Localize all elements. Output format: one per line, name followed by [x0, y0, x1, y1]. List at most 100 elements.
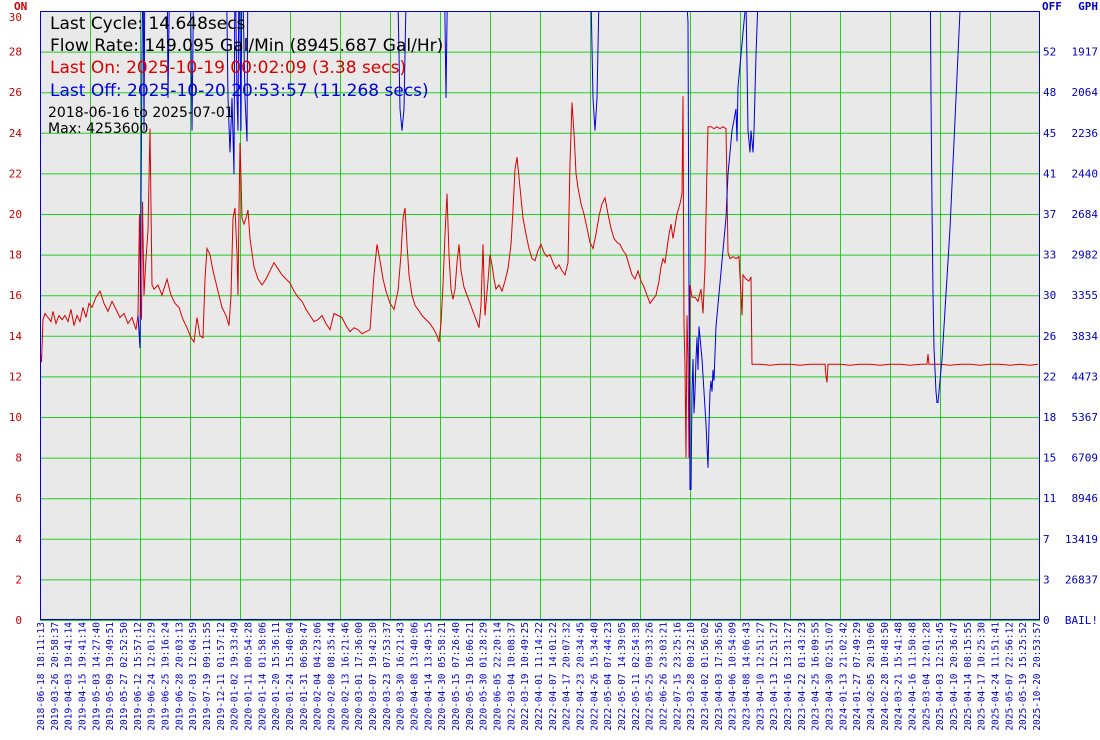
left-axis-header: ON: [14, 0, 27, 13]
x-tick-label: 2020-01-31 06:50:47: [299, 622, 310, 731]
x-tick-label: 2019-05-03 14:27:40: [91, 622, 102, 731]
date-range-text: 2018-06-16 to 2025-07-01: [48, 105, 234, 121]
left-tick-label: 28: [9, 46, 22, 59]
left-tick-label: 22: [9, 167, 22, 180]
x-tick-label: 2019-05-27 02:52:50: [119, 622, 130, 731]
x-tick-label: 2022-05-11 02:54:38: [631, 622, 642, 731]
x-tick-label: 2022-04-23 20:34:45: [576, 622, 587, 731]
x-tick-label: 2020-05-30 01:28:29: [479, 622, 490, 731]
x-tick-label: 2022-07-15 23:25:16: [672, 622, 683, 731]
x-tick-label: 2023-04-16 13:31:27: [783, 622, 794, 731]
right-axis-off: OFF GPH 037111518222630333741454852BAIL!…: [1042, 0, 1098, 627]
x-tick-label: 2020-03-01 17:36:00: [354, 622, 365, 731]
x-tick-label: 2025-05-19 15:25:52: [1018, 622, 1029, 731]
off-tick-label: 37: [1043, 208, 1056, 221]
series-layer: [40, 11, 1039, 490]
x-tick-label: 2025-04-14 08:15:55: [963, 622, 974, 731]
last-on-text: Last On: 2025-10-19 00:02:09 (3.38 secs): [50, 58, 406, 78]
x-tick-label: 2022-05-04 07:44:23: [603, 622, 614, 731]
gph-tick-label: 2684: [1072, 208, 1099, 221]
left-tick-label: 4: [15, 533, 22, 546]
off-tick-label: 11: [1043, 492, 1056, 505]
gph-tick-label: 8946: [1072, 492, 1099, 505]
x-tick-label: 2025-04-17 10:25:30: [977, 622, 988, 731]
right-axis-gph-header: GPH: [1078, 0, 1098, 13]
x-tick-label: 2020-03-30 16:21:43: [396, 622, 407, 731]
x-tick-label: 2019-06-12 15:57:12: [133, 622, 144, 731]
off-tick-label: 33: [1043, 249, 1056, 262]
last-cycle-text: Last Cycle: 14.648secs: [50, 14, 246, 34]
gph-tick-label: 1917: [1072, 46, 1099, 59]
off-tick-label: 3: [1043, 573, 1050, 586]
plot-border: [40, 11, 1040, 620]
x-tick-label: 2024-01-13 21:02:42: [838, 622, 849, 731]
x-tick-label: 2019-06-25 19:16:24: [161, 622, 172, 731]
x-tick-label: 2020-01-02 19:33:49: [230, 622, 241, 731]
gph-tick-label: 2064: [1072, 86, 1099, 99]
gph-tick-label: 4473: [1072, 370, 1099, 383]
x-tick-label: 2020-01-14 01:58:06: [257, 622, 268, 731]
x-tick-label: 2024-03-21 15:41:48: [894, 622, 905, 731]
off-tick-label: 18: [1043, 411, 1056, 424]
x-tick-label: 2023-04-10 12:51:27: [755, 622, 766, 731]
left-tick-label: 24: [9, 127, 23, 140]
x-tick-label: 2020-04-30 05:58:21: [437, 622, 448, 731]
left-tick-label: 12: [9, 370, 22, 383]
left-tick-label: 6: [15, 492, 22, 505]
x-tick-label: 2024-04-16 11:50:48: [908, 622, 919, 731]
x-tick-label: 2023-04-03 17:36:56: [714, 622, 725, 731]
x-tick-label: 2022-04-07 14:01:22: [548, 622, 559, 731]
x-tick-label: 2025-04-24 11:51:41: [991, 622, 1002, 731]
off-tick-label: 52: [1043, 46, 1056, 59]
x-tick-label: 2020-03-23 07:53:37: [382, 622, 393, 731]
x-tick-label: 2020-03-07 19:42:30: [368, 622, 379, 731]
x-tick-label: 2020-04-08 13:40:06: [410, 622, 421, 731]
info-block: Last Cycle: 14.648secs Flow Rate: 149.09…: [48, 14, 443, 137]
gph-tick-label: 13419: [1065, 533, 1098, 546]
off-tick-label: 48: [1043, 86, 1056, 99]
x-tick-label: 2024-02-05 20:19:06: [866, 622, 877, 731]
on-duration-series-line: [40, 96, 1039, 458]
left-tick-label: 0: [15, 614, 22, 627]
off-tick-label: 15: [1043, 452, 1056, 465]
x-tick-label: 2025-04-10 20:36:47: [949, 622, 960, 731]
max-text: Max: 4253600: [48, 121, 148, 137]
grid-lines: [40, 11, 1040, 621]
x-tick-label: 2019-07-19 09:11:55: [202, 622, 213, 731]
x-tick-label: 2022-03-04 10:08:37: [506, 622, 517, 731]
gph-tick-label: 6709: [1072, 452, 1099, 465]
x-tick-label: 2023-04-30 02:51:07: [825, 622, 836, 731]
last-off-text: Last Off: 2025-10-20 20:53:57 (11.268 se…: [50, 81, 429, 101]
left-tick-label: 20: [9, 208, 22, 221]
off-tick-label: 26: [1043, 330, 1056, 343]
gph-tick-label: 5367: [1072, 411, 1099, 424]
left-tick-label: 16: [9, 289, 22, 302]
x-tick-label: 2020-05-19 16:06:21: [465, 622, 476, 731]
x-tick-label: 2022-04-01 11:14:22: [534, 622, 545, 731]
x-tick-label: 2020-02-13 16:21:46: [340, 622, 351, 731]
x-tick-label: 2020-02-04 04:23:06: [313, 622, 324, 731]
x-tick-label: 2019-06-24 12:01:29: [147, 622, 158, 731]
x-tick-label: 2022-04-17 20:07:32: [562, 622, 573, 731]
x-tick-label: 2023-04-08 14:06:43: [742, 622, 753, 731]
x-tick-label: 2020-01-11 00:54:28: [244, 622, 255, 731]
gph-tick-label: 3834: [1072, 330, 1099, 343]
right-axis-off-header: OFF: [1042, 0, 1062, 13]
x-tick-label: 2025-04-03 12:51:45: [935, 622, 946, 731]
off-tick-label: 22: [1043, 370, 1056, 383]
x-tick-label: 2022-06-26 23:03:21: [659, 622, 670, 731]
x-tick-label: 2019-07-03 12:04:59: [188, 622, 199, 731]
x-tick-label: 2024-02-28 10:48:50: [880, 622, 891, 731]
x-tick-label: 2020-04-14 13:49:15: [423, 622, 434, 731]
off-tick-label: 30: [1043, 289, 1056, 302]
x-tick-label: 2019-04-15 19:41:14: [78, 622, 89, 731]
gph-tick-label: 2236: [1072, 127, 1099, 140]
off-duration-series-line: [137, 11, 961, 490]
x-tick-label: 2022-03-19 10:49:25: [520, 622, 531, 731]
x-tick-label: 2020-01-24 15:40:04: [285, 622, 296, 731]
gph-tick-label: 2982: [1072, 249, 1099, 262]
x-tick-label: 2023-03-28 00:32:10: [686, 622, 697, 731]
x-tick-label: 2022-05-25 09:33:26: [645, 622, 656, 731]
